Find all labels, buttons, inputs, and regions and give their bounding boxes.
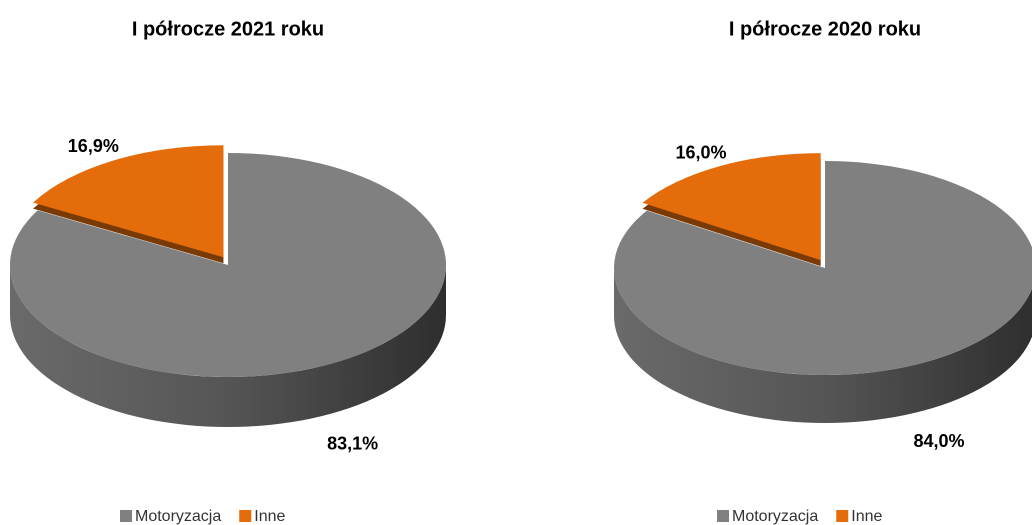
legend-swatch (120, 510, 132, 522)
pie-slice (614, 161, 1032, 375)
pie-slice (33, 145, 224, 258)
legend-swatch (836, 510, 849, 522)
legend-label: Motoryzacja (732, 508, 818, 525)
pie-side (10, 265, 446, 427)
data-label: 16,0% (675, 142, 726, 162)
legend-swatch (717, 510, 729, 522)
legend-label: Inne (254, 508, 285, 525)
legend-swatch (239, 510, 252, 522)
pie-slice (642, 153, 821, 261)
pie-side (614, 268, 1032, 423)
legend-label: Motoryzacja (135, 508, 221, 525)
data-label: 83,1% (327, 434, 378, 454)
chart-title: I półrocze 2021 roku (132, 18, 324, 40)
data-label: 84,0% (913, 431, 964, 451)
pie-slice (9, 153, 447, 377)
chart-title: I półrocze 2020 roku (729, 18, 921, 40)
legend-label: Inne (851, 508, 882, 525)
data-label: 16,9% (68, 136, 119, 156)
